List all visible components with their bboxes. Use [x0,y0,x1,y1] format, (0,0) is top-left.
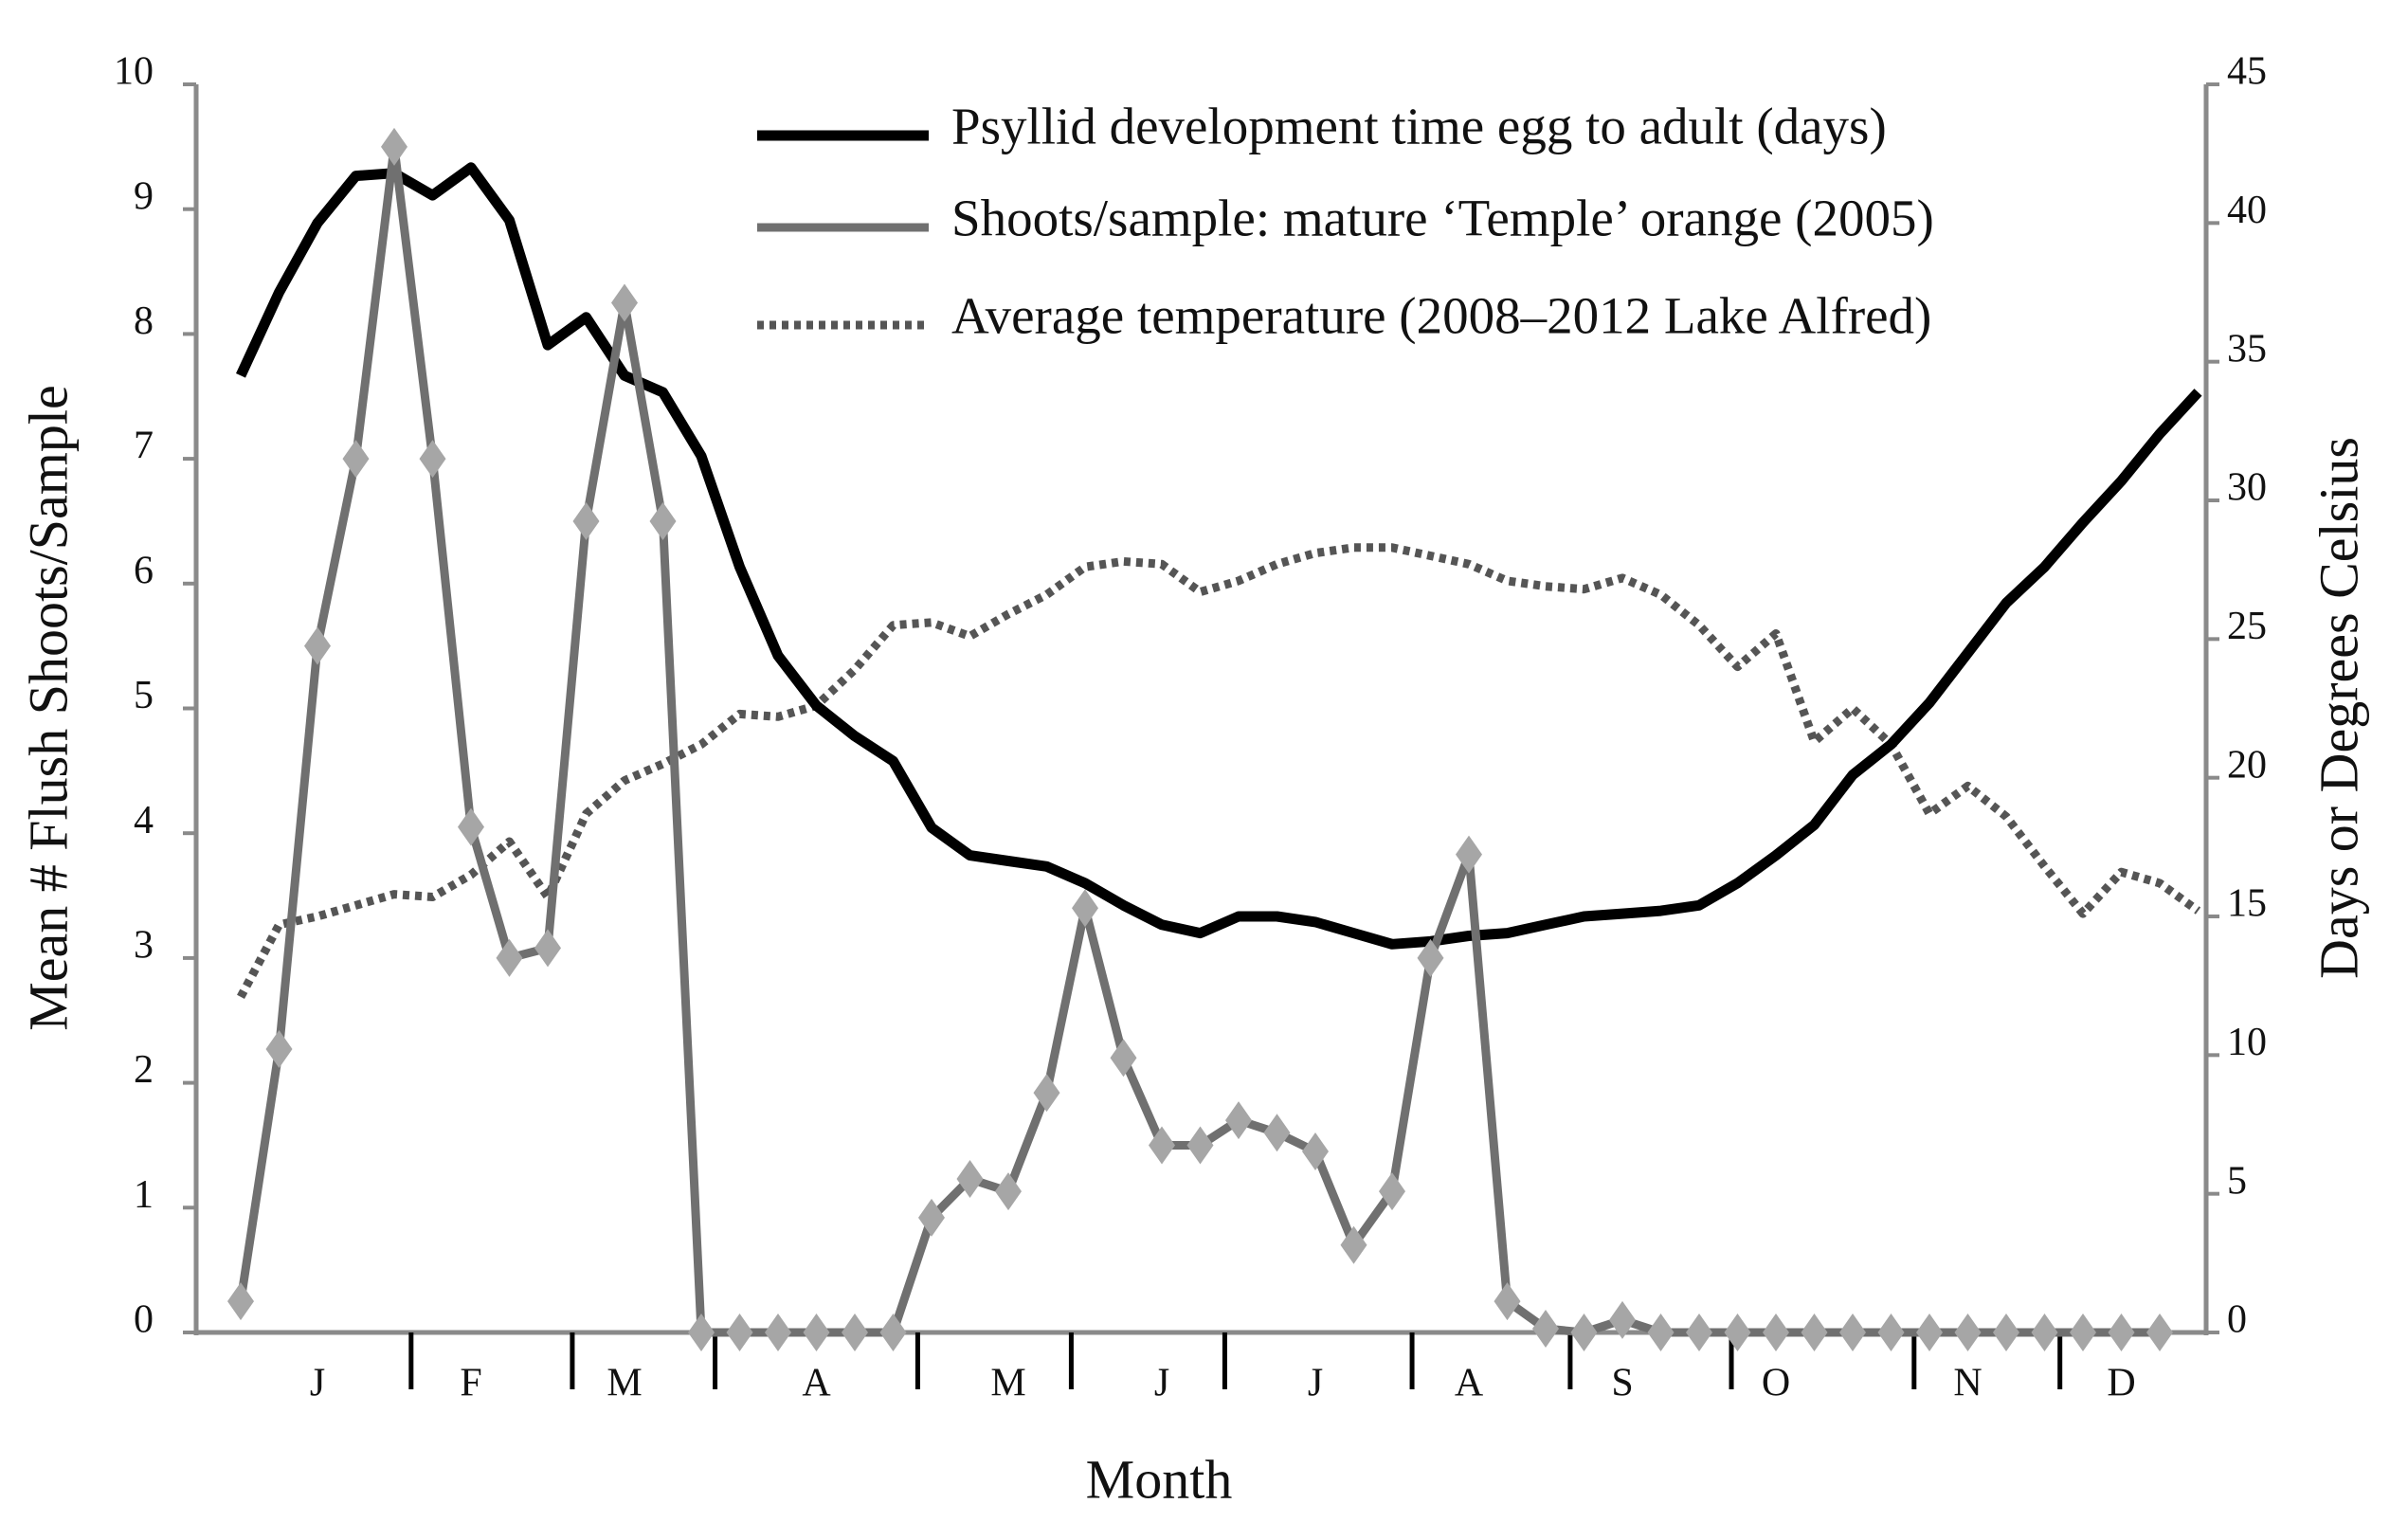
marker [1801,1314,1828,1351]
x-tick-label: J [1308,1362,1323,1405]
y-axis-title: Mean # Flush Shoots/Sample [17,385,79,1031]
y2-tick-label: 20 [2227,743,2267,787]
marker [534,929,561,968]
marker [956,1160,984,1199]
y-tick-label: 1 [134,1173,154,1217]
y2-tick-label: 25 [2227,605,2267,648]
marker [2031,1314,2058,1351]
marker [2108,1314,2135,1351]
marker [611,283,638,322]
y-tick-label: 0 [134,1298,154,1342]
marker [1186,1126,1214,1165]
marker [1609,1300,1636,1339]
x-tick-label: D [2107,1362,2135,1405]
marker [2146,1314,2173,1351]
y2-tick-label: 0 [2227,1298,2247,1342]
marker [1839,1314,1866,1351]
y-tick-label: 9 [134,174,154,218]
marker [1379,1172,1405,1211]
y2-axis-title: Days or Degrees Celsius [2308,437,2369,979]
marker [879,1314,907,1351]
y-tick-label: 7 [134,425,154,468]
y-tick-label: 8 [134,299,154,343]
marker [1877,1314,1905,1351]
marker [688,1314,715,1351]
x-tick-label: M [607,1362,642,1405]
marker [1686,1314,1712,1351]
marker [918,1198,945,1237]
y-tick-label: 5 [134,674,154,717]
marker [1263,1114,1291,1152]
x-tick-label: F [460,1362,481,1405]
marker [1072,889,1098,928]
y-tick-label: 10 [114,50,154,94]
marker [304,626,331,665]
marker [419,440,446,479]
marker [381,127,407,166]
x-tick-label: J [310,1362,325,1405]
marker [803,1314,830,1351]
legend-label: Psyllid development time egg to adult (d… [951,98,1887,155]
marker [496,938,523,977]
marker [1417,938,1444,977]
marker [227,1282,254,1321]
marker [1149,1126,1175,1165]
y2-tick-label: 35 [2227,327,2267,371]
marker [1532,1310,1559,1349]
legend-label: Shoots/sample: mature ‘Temple’ orange (2… [951,190,1934,247]
marker [2070,1314,2096,1351]
marker [1570,1314,1598,1351]
y-tick-label: 2 [134,1048,154,1092]
marker [1225,1101,1252,1140]
marker [1302,1132,1329,1171]
y-tick-label: 6 [134,549,154,592]
x-tick-label: J [1154,1362,1169,1405]
y2-tick-label: 15 [2227,882,2267,926]
marker [1494,1282,1521,1321]
marker [265,1030,293,1069]
marker [572,501,600,540]
marker [1033,1074,1060,1113]
x-axis-title: Month [1086,1448,1233,1510]
x-tick-label: S [1611,1362,1633,1405]
marker [1916,1314,1943,1351]
series-line [237,543,2201,1000]
x-tick-label: M [990,1362,1025,1405]
marker [765,1314,791,1351]
x-tick-label: A [1455,1362,1484,1405]
y2-tick-label: 5 [2227,1159,2247,1203]
marker [1647,1314,1675,1351]
marker [1763,1314,1789,1351]
marker [1724,1314,1751,1351]
y2-tick-label: 10 [2227,1021,2267,1064]
y-tick-label: 3 [134,924,154,968]
marker [726,1314,753,1351]
marker [842,1314,868,1351]
marker [1456,835,1482,874]
marker [1110,1039,1137,1078]
x-tick-label: O [1762,1362,1790,1405]
marker [458,807,484,846]
marker [342,440,370,479]
x-tick-label: N [1953,1362,1982,1405]
marker [1993,1314,2019,1351]
marker [995,1172,1022,1211]
marker [1340,1225,1367,1264]
legend-label: Average temperature (2008–2012 Lake Alfr… [951,287,1931,345]
y-tick-label: 4 [134,799,154,842]
marker [649,501,677,540]
series-line [236,162,2202,950]
marker [1954,1314,1982,1351]
y2-tick-label: 30 [2227,466,2267,510]
x-tick-label: A [802,1362,831,1405]
y2-tick-label: 45 [2227,50,2267,94]
y2-tick-label: 40 [2227,189,2267,232]
